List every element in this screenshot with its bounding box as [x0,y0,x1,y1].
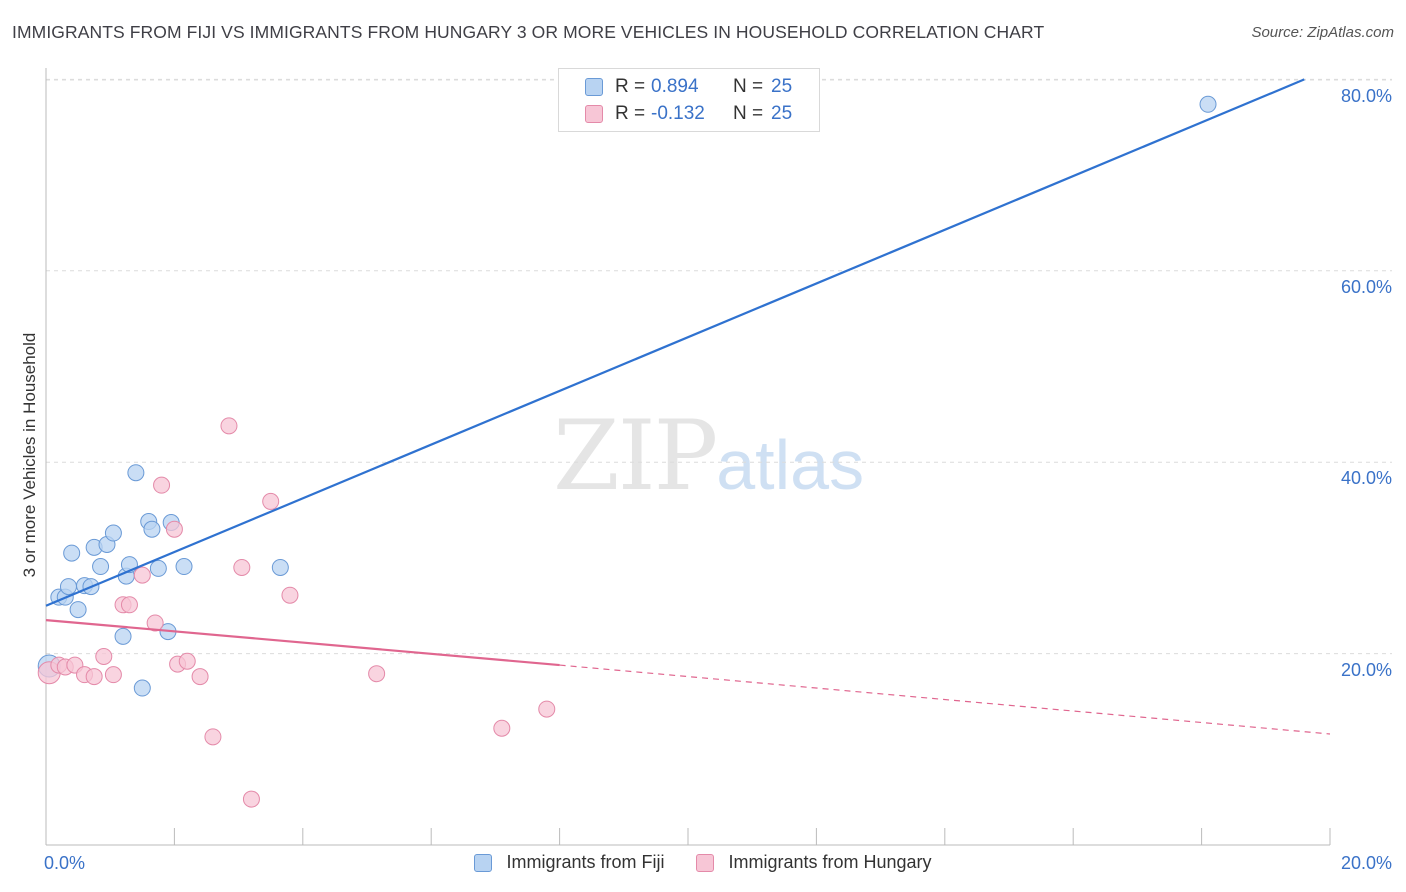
data-point-hungary [368,665,386,683]
data-point-hungary [220,417,238,435]
series-legend: Immigrants from Fiji Immigrants from Hun… [0,852,1406,873]
data-point-hungary [204,728,222,746]
data-point-hungary [153,476,171,494]
r-value-fiji: 0.894 [651,76,699,97]
data-point-hungary [178,652,196,670]
y-tick-label-20: 20.0% [1340,660,1392,680]
data-point-hungary [165,520,183,538]
fiji-swatch [474,853,493,872]
data-point-hungary [262,492,280,510]
r-label: R = [615,103,646,124]
trend-line-hungary [45,619,560,667]
data-point-fiji [114,627,132,645]
y-tick-label-60: 60.0% [1340,277,1392,297]
y-tick-label-40: 40.0% [1340,468,1392,488]
data-point-hungary [281,586,299,604]
data-point-hungary [242,790,260,808]
n-label: N = [733,76,764,97]
data-point-fiji [104,524,122,542]
data-point-fiji [59,578,77,596]
fiji-swatch [585,78,603,96]
data-point-hungary [104,666,122,684]
r-label: R = [615,76,646,97]
data-point-fiji [133,679,151,697]
data-point-hungary [95,647,113,665]
chart-title: IMMIGRANTS FROM FIJI VS IMMIGRANTS FROM … [12,22,1045,42]
data-point-fiji [175,558,193,576]
data-point-hungary [233,558,251,576]
data-point-fiji [69,601,87,619]
data-point-fiji [127,464,145,482]
data-point-fiji [1199,95,1217,113]
y-axis-label: 3 or more Vehicles in Household [20,332,39,578]
data-point-hungary [120,596,138,614]
n-value-hungary: 25 [771,103,793,124]
watermark: ZIPatlas [553,400,864,512]
data-point-hungary [133,566,151,584]
r-value-hungary: -0.132 [651,103,705,124]
hungary-swatch [696,853,715,872]
trend-line-fiji [45,78,1305,607]
data-point-hungary [493,719,511,737]
data-point-hungary [85,668,103,686]
trend-line-dashed-hungary [559,664,1331,735]
watermark-atlas: atlas [716,426,865,504]
data-point-fiji [271,558,289,576]
correlation-legend: R = 0.894 N = 25 R = -0.132 N = 25 [558,68,820,132]
legend-row-fiji: R = 0.894 N = 25 [585,75,792,99]
x-tick-label-max: 20.0% [1340,853,1392,873]
legend-label-hungary: Immigrants from Hungary [728,852,932,872]
x-tick-label-min: 0.0% [44,853,86,873]
legend-item-hungary[interactable]: Immigrants from Hungary [696,852,932,873]
legend-label-fiji: Immigrants from Fiji [506,852,665,872]
legend-item-fiji[interactable]: Immigrants from Fiji [474,852,664,873]
data-point-fiji [149,559,167,577]
legend-row-hungary: R = -0.132 N = 25 [585,102,792,126]
hungary-swatch [585,105,603,123]
data-point-fiji [143,520,161,538]
data-point-fiji [92,558,110,576]
y-tick-label-80: 80.0% [1340,86,1392,106]
n-value-fiji: 25 [771,76,793,97]
n-label: N = [733,103,764,124]
data-point-hungary [146,614,164,632]
data-point-hungary [191,668,209,686]
source-label: Source: ZipAtlas.com [1251,24,1394,41]
data-point-fiji [63,544,81,562]
watermark-zip: ZIP [553,400,718,512]
data-point-hungary [538,700,556,718]
